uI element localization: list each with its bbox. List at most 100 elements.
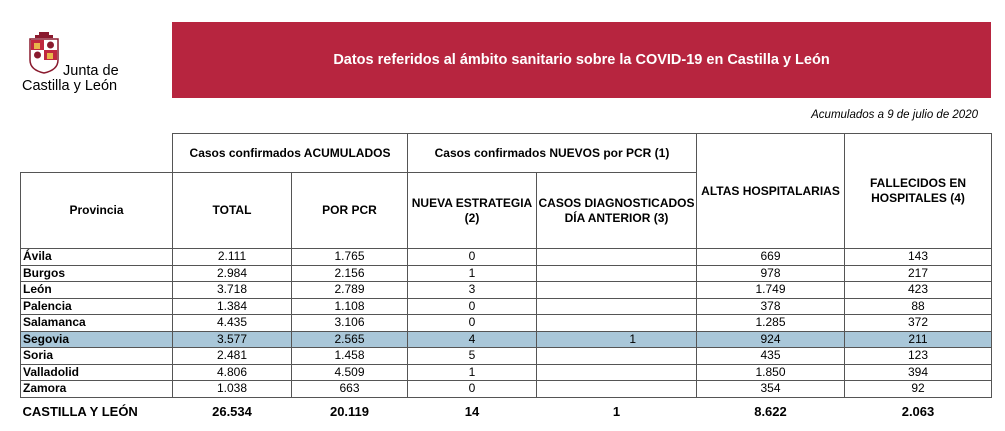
table-body: Ávila 2.111 1.765 0 669 143 Burgos 2.984 2.156 1 9…	[20, 248, 992, 398]
header-provincia: Provincia	[20, 172, 173, 249]
cell-provincia: Valladolid	[20, 363, 173, 381]
table-row: Ávila 2.111 1.765 0 669 143	[20, 248, 992, 266]
cell-provincia: Salamanca	[20, 314, 173, 332]
cell-provincia: Soria	[20, 347, 173, 365]
totals-nueva: 14	[464, 404, 480, 419]
cell-altas: 924	[696, 330, 845, 348]
cell-pcr: 4.509	[291, 363, 408, 381]
header-por-pcr: POR PCR	[291, 172, 408, 249]
header-total: TOTAL	[172, 172, 292, 249]
cell-altas: 669	[696, 248, 845, 266]
cell-nueva: 1	[407, 363, 537, 381]
cell-provincia: Ávila	[20, 248, 173, 266]
cell-provincia: Segovia	[20, 330, 173, 348]
table-row: León 3.718 2.789 3 1.749 423	[20, 281, 992, 299]
cell-fallecidos: 88	[844, 297, 992, 315]
cell-provincia: Zamora	[20, 380, 173, 398]
header-group-acumulados: Casos confirmados ACUMULADOS	[172, 133, 408, 173]
cell-total: 4.435	[172, 314, 292, 332]
logo-wordmark: Junta de Castilla y León	[22, 64, 119, 94]
empty-header-cell	[21, 134, 173, 173]
cell-fallecidos: 394	[844, 363, 992, 381]
cell-pcr: 3.106	[291, 314, 408, 332]
totals-altas: 8.622	[754, 404, 787, 419]
header-nueva-estrategia: NUEVA ESTRATEGIA (2)	[407, 172, 537, 249]
cell-total: 2.111	[172, 248, 292, 266]
cell-total: 2.481	[172, 347, 292, 365]
cell-nueva: 0	[407, 248, 537, 266]
header-altas: ALTAS HOSPITALARIAS	[696, 133, 845, 249]
table-row: Segovia 3.577 2.565 4 1 924 211	[20, 330, 992, 348]
cell-altas: 1.749	[696, 281, 845, 299]
cell-provincia: Burgos	[20, 264, 173, 282]
cell-fallecidos: 423	[844, 281, 992, 299]
header-casos-dia-anterior: CASOS DIAGNOSTICADOS DÍA ANTERIOR (3)	[536, 172, 697, 249]
cell-altas: 378	[696, 297, 845, 315]
cell-provincia: León	[20, 281, 173, 299]
cell-nueva: 0	[407, 314, 537, 332]
totals-provincia: CASTILLA Y LEÓN	[22, 404, 138, 419]
logo-line1: Junta de	[63, 63, 119, 79]
cell-dia	[536, 248, 697, 266]
totals-pcr: 20.119	[329, 404, 370, 419]
cell-fallecidos: 123	[844, 347, 992, 365]
table-row: Valladolid 4.806 4.509 1 1.850 394	[20, 363, 992, 381]
cell-nueva: 0	[407, 297, 537, 315]
date-note: Acumulados a 9 de julio de 2020	[811, 109, 978, 121]
table-row: Palencia 1.384 1.108 0 378 88	[20, 297, 992, 315]
cell-pcr: 1.108	[291, 297, 408, 315]
cell-fallecidos: 217	[844, 264, 992, 282]
cell-pcr: 1.765	[291, 248, 408, 266]
cell-pcr: 2.789	[291, 281, 408, 299]
table-row: Zamora 1.038 663 0 354 92	[20, 380, 992, 398]
cell-dia	[536, 363, 697, 381]
table-row: Burgos 2.984 2.156 1 978 217	[20, 264, 992, 282]
cell-pcr: 2.565	[291, 330, 408, 348]
cell-nueva: 0	[407, 380, 537, 398]
cell-dia	[536, 347, 697, 365]
cell-total: 2.984	[172, 264, 292, 282]
covid-data-table: Casos confirmados ACUMULADOS Casos confi…	[20, 133, 992, 423]
logo-line2: Castilla y León	[22, 78, 118, 94]
cell-dia	[536, 264, 697, 282]
cell-total: 3.718	[172, 281, 292, 299]
cell-dia	[536, 281, 697, 299]
cell-altas: 1.850	[696, 363, 845, 381]
cell-dia	[536, 380, 697, 398]
totals-dia: 1	[612, 404, 621, 419]
table-row: Soria 2.481 1.458 5 435 123	[20, 347, 992, 365]
cell-fallecidos: 372	[844, 314, 992, 332]
cell-dia	[536, 297, 697, 315]
cell-altas: 1.285	[696, 314, 845, 332]
cell-altas: 978	[696, 264, 845, 282]
page-title-banner: Datos referidos al ámbito sanitario sobr…	[172, 22, 991, 98]
junta-logo: Junta de Castilla y León	[22, 28, 172, 98]
cell-fallecidos: 92	[844, 380, 992, 398]
cell-altas: 435	[696, 347, 845, 365]
cell-dia	[536, 314, 697, 332]
totals-total: 26.534	[212, 404, 252, 419]
cell-dia: 1	[536, 330, 697, 348]
totals-row: CASTILLA Y LEÓN 26.534 20.119 14 1 8.622…	[21, 397, 992, 423]
cell-nueva: 1	[407, 264, 537, 282]
cell-fallecidos: 211	[844, 330, 992, 348]
cell-provincia: Palencia	[20, 297, 173, 315]
cell-total: 1.384	[172, 297, 292, 315]
cell-pcr: 663	[291, 380, 408, 398]
cell-nueva: 4	[407, 330, 537, 348]
cell-total: 3.577	[172, 330, 292, 348]
cell-total: 1.038	[172, 380, 292, 398]
coat-of-arms-icon	[29, 32, 59, 74]
header-group-nuevos: Casos confirmados NUEVOS por PCR (1)	[407, 133, 697, 173]
cell-altas: 354	[696, 380, 845, 398]
cell-nueva: 3	[407, 281, 537, 299]
header-fallecidos: FALLECIDOS EN HOSPITALES (4)	[844, 133, 992, 249]
table-row: Salamanca 4.435 3.106 0 1.285 372	[20, 314, 992, 332]
cell-fallecidos: 143	[844, 248, 992, 266]
cell-pcr: 2.156	[291, 264, 408, 282]
cell-total: 4.806	[172, 363, 292, 381]
cell-pcr: 1.458	[291, 347, 408, 365]
cell-nueva: 5	[407, 347, 537, 365]
totals-fallecidos: 2.063	[901, 404, 935, 419]
page-title: Datos referidos al ámbito sanitario sobr…	[333, 52, 830, 68]
